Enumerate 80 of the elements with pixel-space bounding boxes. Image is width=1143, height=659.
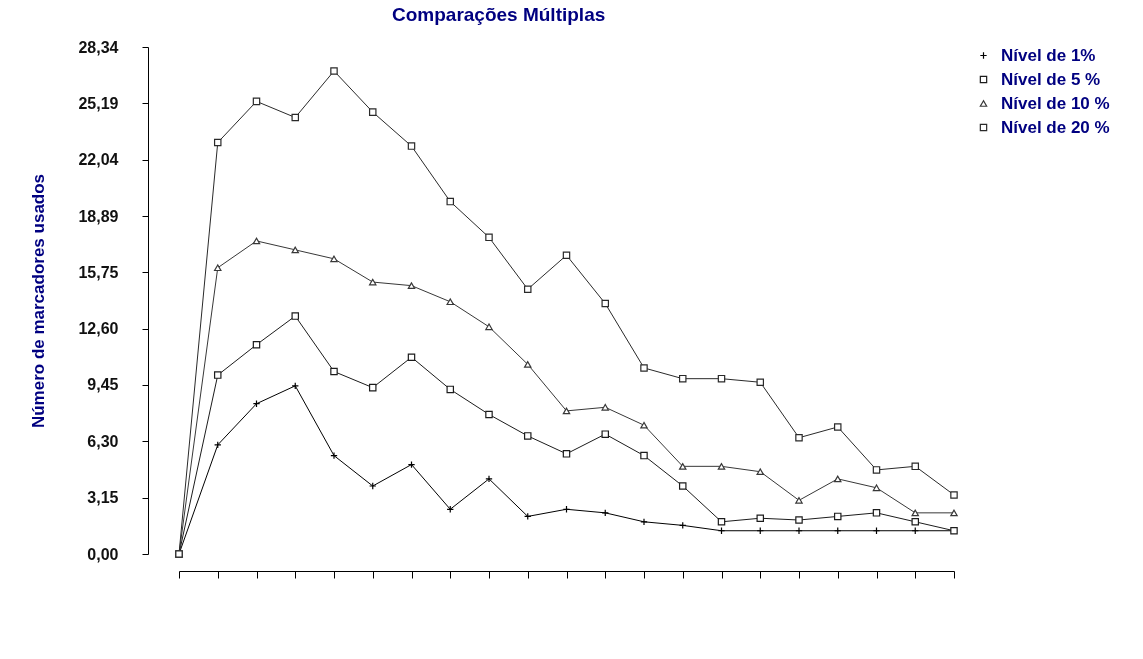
y-axis-title: Número de marcadores usados <box>29 173 49 429</box>
point <box>485 323 493 331</box>
point <box>833 512 842 521</box>
point <box>640 518 648 526</box>
point <box>368 383 377 392</box>
point <box>795 496 803 504</box>
point <box>291 246 300 254</box>
point <box>562 450 571 458</box>
y-tick-label: 9,45 <box>87 376 119 394</box>
point <box>485 233 493 242</box>
point <box>833 475 842 483</box>
y-tick-label: 6,30 <box>87 432 119 450</box>
point <box>368 108 377 116</box>
y-tick-label: 18,89 <box>78 207 119 225</box>
point <box>446 298 455 306</box>
point <box>523 361 532 368</box>
point <box>872 484 881 492</box>
point <box>601 403 610 411</box>
point <box>213 441 222 449</box>
point <box>291 113 300 122</box>
point <box>833 423 842 431</box>
point <box>407 142 416 150</box>
point <box>330 255 338 263</box>
point <box>601 509 610 517</box>
point <box>291 312 300 320</box>
point <box>485 475 493 483</box>
y-tick-label: 0,00 <box>87 545 119 563</box>
point <box>756 378 765 387</box>
point <box>678 374 687 383</box>
point <box>213 371 222 379</box>
chart-title: Comparações Múltiplas <box>392 4 606 25</box>
point <box>252 340 261 349</box>
point <box>523 285 532 293</box>
legend-label: Nível de 1% <box>1001 45 1096 65</box>
point <box>330 367 338 376</box>
point <box>601 299 610 308</box>
point <box>213 264 222 272</box>
point <box>640 451 648 460</box>
point <box>950 491 958 499</box>
y-tick-label: 22,04 <box>78 151 119 169</box>
point <box>717 463 726 470</box>
point <box>252 237 261 245</box>
y-tick-label: 28,34 <box>78 38 119 56</box>
point <box>368 278 377 286</box>
point <box>640 421 648 429</box>
point <box>678 463 687 470</box>
point <box>911 462 920 471</box>
point <box>950 509 958 517</box>
legend-label: Nível de 5 % <box>1001 69 1101 89</box>
point <box>756 468 765 476</box>
y-tick-label: 25,19 <box>78 94 119 112</box>
point <box>485 410 493 419</box>
point <box>872 466 881 474</box>
point <box>911 509 920 517</box>
point <box>872 509 881 517</box>
point <box>213 138 222 147</box>
y-tick-label: 15,75 <box>78 263 119 281</box>
y-tick-label: 12,60 <box>78 320 119 338</box>
point <box>562 251 571 259</box>
point <box>601 430 610 438</box>
point <box>795 516 803 524</box>
point <box>330 67 338 75</box>
point <box>407 282 416 289</box>
point <box>446 385 455 394</box>
point <box>562 407 571 415</box>
y-tick-label: 3,15 <box>87 489 119 507</box>
point <box>911 518 920 526</box>
point <box>756 514 765 522</box>
legend-label: Nível de 20 % <box>1001 117 1110 137</box>
legend-label: Nível de 10 % <box>1001 93 1110 113</box>
point <box>523 432 532 440</box>
point <box>640 364 648 372</box>
point <box>795 433 803 442</box>
point <box>678 482 687 490</box>
point <box>407 353 416 361</box>
point <box>368 482 377 490</box>
point <box>446 197 455 206</box>
point <box>795 526 803 535</box>
point <box>717 518 726 526</box>
point <box>330 451 338 460</box>
